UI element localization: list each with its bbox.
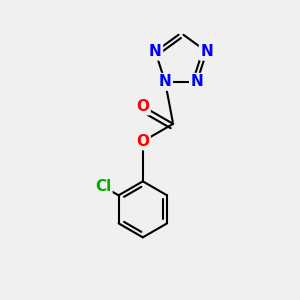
Text: Cl: Cl — [95, 179, 111, 194]
Text: N: N — [190, 74, 203, 89]
Text: O: O — [136, 99, 149, 114]
Text: N: N — [149, 44, 162, 59]
Text: N: N — [159, 74, 172, 89]
Text: N: N — [200, 44, 213, 59]
Text: O: O — [136, 134, 149, 149]
